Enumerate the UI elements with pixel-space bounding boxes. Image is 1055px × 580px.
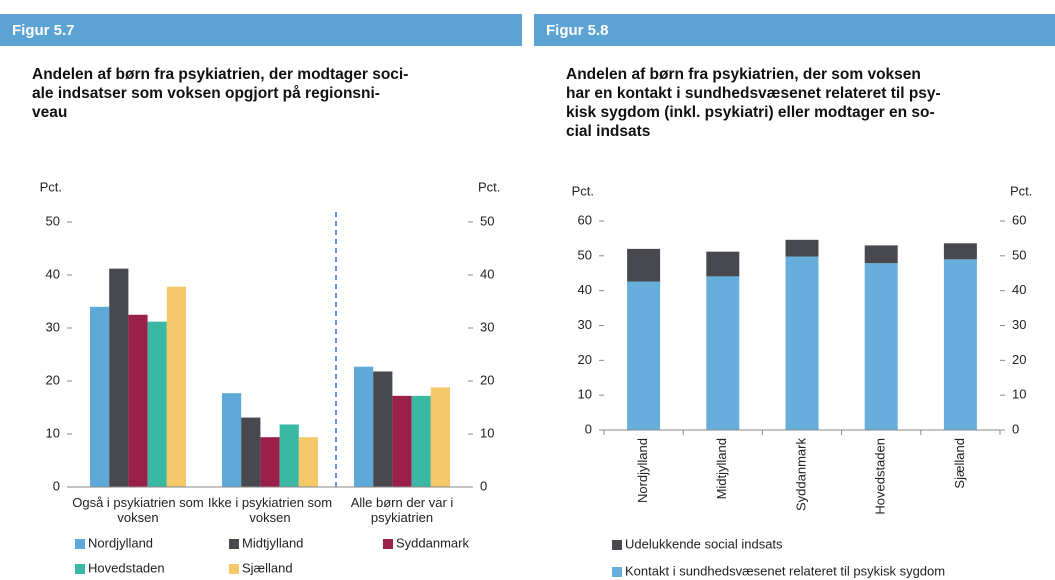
figure-label: Figur 5.7 [12,22,75,39]
bar [260,437,280,487]
legend-label: Udelukkende social indsats [625,536,783,551]
y-tick-label: 30 [46,319,60,334]
chart-title: ale indsatser som voksen opgjort på regi… [32,85,380,102]
y2-tick-label: 40 [1012,282,1026,297]
y2-tick-label: 30 [1012,317,1026,332]
x-tick-label: Midtjylland [714,438,729,499]
bar [392,395,412,487]
x-tick-label: Nordjylland [635,438,650,503]
bar-segment [706,251,740,277]
figure-label: Figur 5.8 [546,22,609,39]
bar [411,395,431,487]
y-tick-label: 0 [585,421,592,436]
y-tick-label: 0 [53,478,60,493]
x-tick-label: Også i psykiatrien som voksen [72,495,204,525]
chart-title: veau [32,104,67,121]
bar-segment [943,259,977,430]
y-tick-label: 30 [578,317,592,332]
y2-tick-label: 20 [480,372,494,387]
bar [222,393,242,487]
y2-tick-label: 60 [1012,212,1026,227]
bar [430,387,450,487]
x-tick-label-text: Også i psykiatrien som voksen [72,495,204,525]
legend-swatch [75,539,85,549]
bar [166,286,186,487]
bar-segment [864,263,898,430]
chart-title: kisk sygdom (inkl. psykiatri) eller modt… [566,104,935,121]
bar [354,366,374,487]
x-tick-label: Sjælland [952,438,967,489]
y2-tick-label: 0 [1012,421,1019,436]
y-tick-label: 20 [578,352,592,367]
y-tick-label: 10 [46,425,60,440]
y2-axis-label: Pct. [1010,183,1032,198]
legend-swatch [383,539,393,549]
bar-segment [864,245,898,264]
legend-label: Hovedstaden [88,560,165,575]
x-tick-label: Hovedstaden [873,438,888,515]
legend-label: Nordjylland [88,535,153,550]
y-tick-label: 50 [578,247,592,262]
bar-segment [785,256,819,430]
bar-segment [943,243,977,260]
bar [90,306,110,487]
legend-swatch [612,567,622,577]
legend-label: Syddanmark [396,535,469,550]
y2-tick-label: 30 [480,319,494,334]
legend-label: Kontakt i sundhedsvæsenet relateret til … [625,563,945,578]
y-tick-label: 40 [578,282,592,297]
y-tick-label: 10 [578,387,592,402]
y2-tick-label: 10 [480,425,494,440]
header-bar [0,14,522,46]
x-tick-label: Ikke i psykiatrien som voksen [207,495,333,525]
bar [298,437,318,487]
y2-tick-label: 20 [1012,352,1026,367]
legend-label: Sjælland [242,560,293,575]
chart-title: Andelen af børn fra psykiatrien, der mod… [32,66,408,83]
legend-swatch [75,564,85,574]
y2-tick-label: 50 [1012,247,1026,262]
y2-tick-label: 0 [480,478,487,493]
y-tick-label: 50 [46,213,60,228]
y-tick-label: 40 [46,266,60,281]
y2-tick-label: 10 [1012,387,1026,402]
x-tick-label-text: Alle børn der var i psykiatrien [350,495,454,525]
chart-title: cial indsats [566,123,650,140]
y-axis-label: Pct. [40,179,62,194]
bar [128,314,148,487]
y-tick-label: 60 [578,212,592,227]
legend-swatch [612,540,622,550]
bar [279,424,299,487]
bar [147,321,167,487]
y-tick-label: 20 [46,372,60,387]
bar [241,417,261,487]
bar [373,371,393,487]
bar-segment [627,281,661,430]
bar-segment [627,248,661,282]
bar [109,268,129,487]
y-axis-label: Pct. [572,183,594,198]
y2-axis-label: Pct. [478,179,500,194]
y2-tick-label: 40 [480,266,494,281]
bar-segment [785,239,819,257]
chart-title: har en kontakt i sundhedsvæsenet relater… [566,85,941,102]
x-tick-label: Alle børn der var i psykiatrien [350,495,454,525]
y2-tick-label: 50 [480,213,494,228]
legend-label: Midtjylland [242,535,303,550]
chart-title: Andelen af børn fra psykiatrien, der som… [566,66,921,83]
x-tick-label: Syddanmark [793,438,808,511]
legend-swatch [229,564,239,574]
legend-swatch [229,539,239,549]
header-bar [534,14,1055,46]
x-tick-label-text: Ikke i psykiatrien som voksen [207,495,333,525]
bar-segment [706,276,740,430]
